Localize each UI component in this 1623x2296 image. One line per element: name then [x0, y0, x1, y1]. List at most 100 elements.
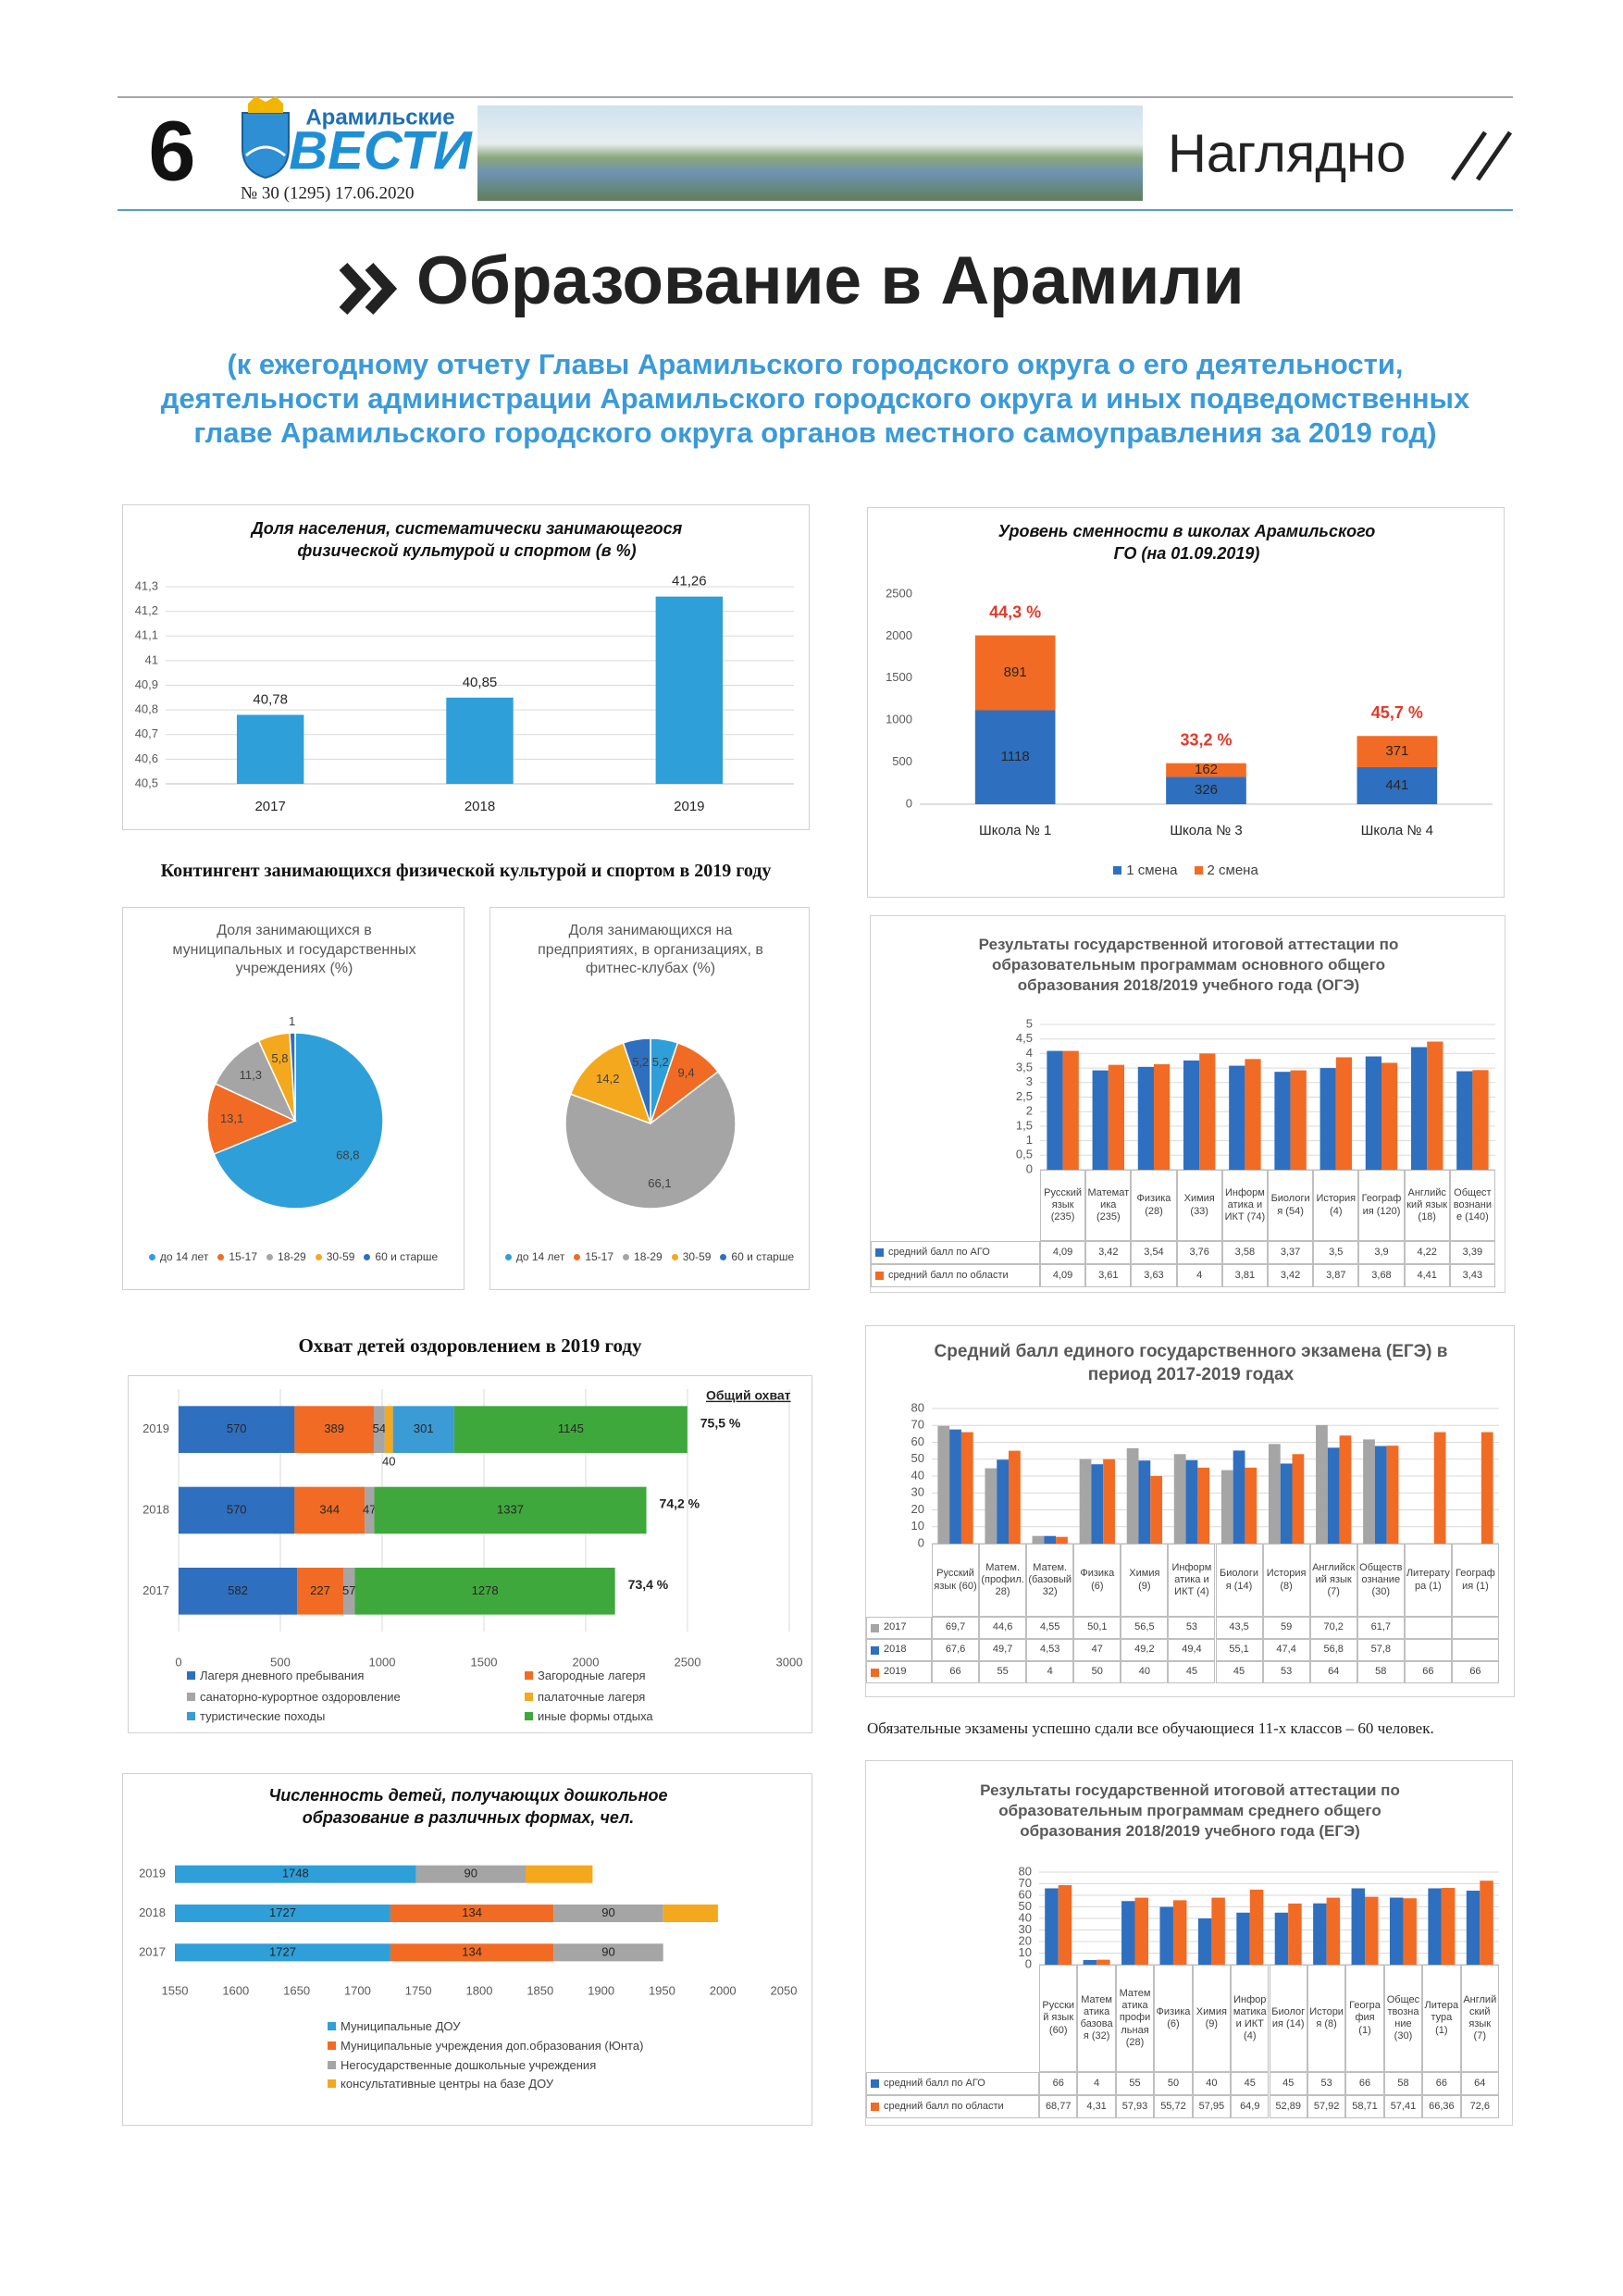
chart: Результаты государственной итоговой атте…	[870, 915, 1505, 1293]
x-tick-label: 1550	[162, 1983, 189, 1997]
data-label: 134	[462, 1905, 482, 1919]
x-tick-label: 1700	[344, 1983, 371, 1997]
table-header-cell: Математика (235)	[1085, 1170, 1132, 1241]
legend-swatch	[875, 1272, 884, 1280]
y-tick-label: 60	[911, 1434, 924, 1448]
legend-label: 30-59	[682, 1250, 712, 1263]
legend-label: 18-29	[278, 1250, 306, 1263]
bar	[1154, 1064, 1171, 1170]
table-cell: 56,5	[1121, 1617, 1169, 1639]
bar	[297, 1568, 343, 1615]
legend-swatch	[871, 1668, 879, 1677]
table-cell: 50,1	[1073, 1617, 1121, 1639]
table-header-cell: Обществознание (140)	[1449, 1170, 1495, 1241]
table-header-cell: Биология (54)	[1268, 1170, 1314, 1241]
table-cell: 3,5	[1313, 1241, 1359, 1264]
total-label: Общий охват	[706, 1388, 791, 1403]
table-cell: 4,53	[1026, 1639, 1074, 1661]
table-cell: 3,63	[1131, 1264, 1177, 1287]
bar	[1403, 1898, 1417, 1965]
bar	[1472, 1070, 1489, 1170]
section-name: Наглядно	[1168, 123, 1406, 183]
table-legend-cell: средний балл по АГО	[871, 1241, 1040, 1264]
y-tick-label: 41,1	[135, 628, 158, 642]
y-tick-label: 41,3	[135, 578, 158, 592]
bar	[1150, 1476, 1163, 1544]
data-label: 1	[289, 1014, 295, 1028]
data-label: 40	[382, 1454, 395, 1468]
x-tick-label: 2017	[254, 799, 285, 814]
y-tick-label: 3,5	[1016, 1061, 1033, 1074]
bar	[175, 1904, 390, 1923]
y-tick-label: 40,7	[135, 726, 158, 740]
legend-item: туристические походы	[187, 1709, 325, 1723]
x-tick-label: 1850	[527, 1983, 553, 1997]
bar	[1363, 1439, 1375, 1544]
bar	[354, 1568, 615, 1615]
y-tick-label: 2,5	[1016, 1089, 1033, 1103]
table-cell: 47	[1073, 1639, 1121, 1661]
table-header-cell: Английский язык (18)	[1404, 1170, 1450, 1241]
table-header-cell: История (4)	[1313, 1170, 1359, 1241]
annotation: 74,2 %	[660, 1496, 700, 1511]
y-tick-label: 30	[1019, 1922, 1032, 1936]
table-cell: 4	[1077, 2072, 1116, 2095]
table-legend-cell: средний балл по области	[871, 1264, 1040, 1287]
bar	[937, 1425, 950, 1544]
chart-title: Доля населения, систематически занимающе…	[251, 519, 683, 560]
plot-area: 0 10 20 30 40 50 60 70 80	[911, 1401, 1499, 1549]
bar	[1092, 1070, 1109, 1170]
legend-item: 2 смена	[1194, 863, 1258, 878]
bar	[1274, 1072, 1291, 1170]
crown	[248, 96, 283, 113]
table-cell	[1451, 1639, 1499, 1661]
y-tick-label: 0	[1025, 1956, 1032, 1970]
x-tick-label: 1750	[405, 1983, 432, 1997]
plot-area: 0 500 1000 1500 2000 2500 3000 2019 570 389 54 40 30…	[142, 1388, 802, 1669]
table-cell: 66	[1451, 1661, 1499, 1683]
x-tick-label: 1000	[369, 1655, 396, 1669]
note: Обязательные экзамены успешно сдали все …	[867, 1719, 1434, 1737]
table-cell: 57,92	[1307, 2095, 1346, 2118]
y-tick-label: 1000	[886, 713, 912, 726]
plot-area: 1550 1600 1650 1700 1750 1800 1850 1900 1950 2000…	[139, 1865, 797, 1997]
legend-item: 30-59	[315, 1250, 354, 1263]
bar	[1313, 1903, 1327, 1965]
data-label: 891	[1004, 664, 1027, 680]
bar	[1236, 1912, 1250, 1965]
y-tick-label: 70	[911, 1418, 924, 1432]
table-cell: 4,31	[1077, 2095, 1116, 2118]
legend-label: Лагеря дневного пребывания	[200, 1669, 365, 1682]
y-tick-label: 0	[906, 796, 912, 810]
legend-label: консультативные центры на базе ДОУ	[341, 2077, 554, 2091]
pie-slice	[214, 1039, 297, 1123]
table-cell: 3,76	[1176, 1241, 1222, 1264]
bar	[374, 1486, 647, 1534]
table-header-cell: Английский язык (7)	[1309, 1544, 1357, 1617]
bar	[1316, 1424, 1328, 1544]
pie-slice	[564, 1070, 737, 1210]
bar	[1433, 1432, 1446, 1544]
legend-swatch	[871, 1623, 879, 1632]
data-label: 90	[601, 1905, 614, 1919]
table-cell: 66	[1345, 2072, 1384, 2095]
data-label: 344	[319, 1502, 340, 1516]
bar	[342, 1568, 355, 1615]
data-label: 582	[228, 1583, 248, 1597]
bar	[1032, 1535, 1045, 1544]
bar	[1058, 1885, 1072, 1965]
data-label: 90	[601, 1944, 614, 1958]
table-header-cell: Химия (9)	[1192, 1965, 1232, 2072]
table-cell	[1451, 1617, 1499, 1639]
table-header-cell: География (1)	[1451, 1544, 1499, 1617]
data-label: 1145	[558, 1421, 584, 1435]
bar	[1326, 1897, 1341, 1965]
bar	[1389, 1897, 1404, 1965]
bar	[446, 697, 514, 784]
bar	[1083, 1960, 1097, 1965]
bar	[1428, 1888, 1442, 1965]
table-header-cell: Химия (33)	[1176, 1170, 1222, 1241]
table-header-cell: Русский язык (235)	[1040, 1170, 1086, 1241]
legend-item: 60 и старше	[720, 1250, 794, 1263]
